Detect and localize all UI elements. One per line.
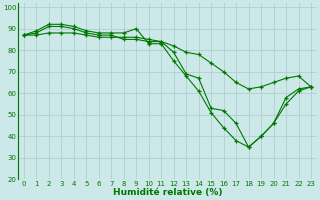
- X-axis label: Humidité relative (%): Humidité relative (%): [113, 188, 222, 197]
